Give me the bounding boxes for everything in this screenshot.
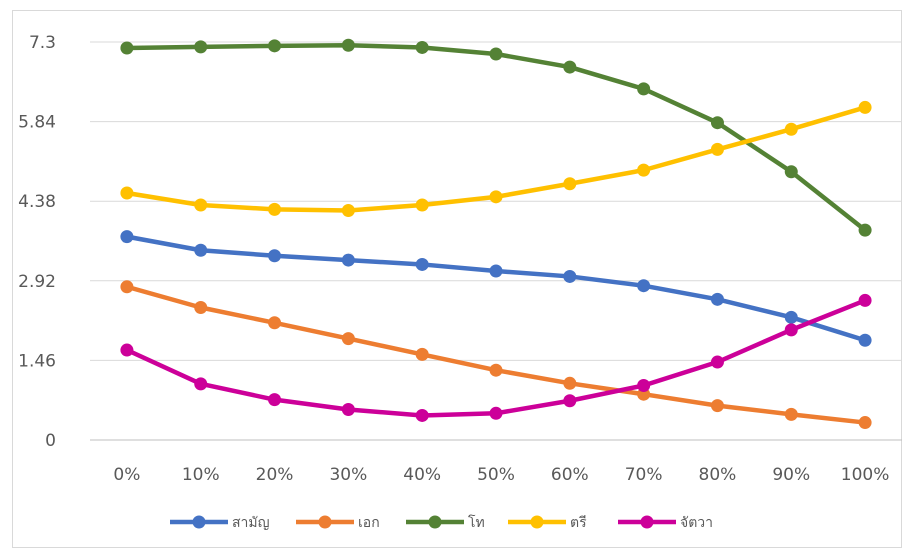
legend-item: โท bbox=[406, 514, 485, 531]
data-point bbox=[563, 60, 577, 74]
x-tick-label: 70% bbox=[625, 465, 663, 485]
x-tick-label: 100% bbox=[841, 465, 890, 485]
x-tick-label: 0% bbox=[113, 465, 140, 485]
data-point bbox=[710, 399, 724, 413]
data-point bbox=[858, 333, 872, 347]
y-tick-label: 1.46 bbox=[18, 351, 56, 371]
data-point bbox=[194, 301, 208, 315]
x-tick-label: 30% bbox=[329, 465, 367, 485]
data-point bbox=[341, 38, 355, 52]
data-point bbox=[268, 39, 282, 53]
y-axis-ticks: 0 1.46 2.92 4.38 5.84 7.3 bbox=[18, 33, 56, 451]
data-point bbox=[268, 249, 282, 263]
legend-swatch-marker bbox=[318, 515, 332, 529]
legend-swatch-marker bbox=[428, 515, 442, 529]
y-tick-label: 0 bbox=[45, 431, 56, 451]
data-point bbox=[415, 257, 429, 271]
legend-swatch-marker bbox=[192, 515, 206, 529]
data-point bbox=[120, 230, 134, 244]
data-point bbox=[563, 269, 577, 283]
data-point bbox=[120, 343, 134, 357]
legend-item: เอก bbox=[296, 515, 380, 531]
data-point bbox=[268, 202, 282, 216]
data-point bbox=[563, 376, 577, 390]
y-tick-label: 5.84 bbox=[18, 113, 56, 133]
data-point bbox=[489, 406, 503, 420]
data-point bbox=[341, 253, 355, 267]
y-tick-label: 4.38 bbox=[18, 192, 56, 212]
data-point bbox=[637, 82, 651, 96]
x-tick-label: 80% bbox=[699, 465, 737, 485]
data-point bbox=[710, 355, 724, 369]
x-tick-label: 10% bbox=[182, 465, 220, 485]
data-point bbox=[415, 198, 429, 212]
data-point bbox=[341, 332, 355, 346]
data-point bbox=[489, 264, 503, 278]
legend-swatch-marker bbox=[530, 515, 544, 529]
data-point bbox=[120, 186, 134, 200]
data-point bbox=[120, 41, 134, 55]
series-line bbox=[124, 234, 868, 343]
data-point bbox=[194, 198, 208, 212]
data-point bbox=[268, 393, 282, 407]
data-point bbox=[563, 394, 577, 408]
legend-item: ตรี bbox=[508, 515, 587, 531]
data-point bbox=[858, 293, 872, 307]
series-line bbox=[124, 298, 868, 418]
data-point bbox=[858, 223, 872, 237]
legend-label: จัตวา bbox=[680, 515, 713, 531]
data-point bbox=[858, 100, 872, 114]
legend-label: สามัญ bbox=[232, 515, 270, 531]
data-point bbox=[858, 416, 872, 430]
data-point bbox=[268, 316, 282, 330]
data-point bbox=[194, 243, 208, 257]
y-tick-label: 7.3 bbox=[29, 33, 56, 53]
legend-item: จัตวา bbox=[618, 515, 713, 531]
data-point bbox=[120, 280, 134, 294]
y-tick-label: 2.92 bbox=[18, 272, 56, 292]
data-point bbox=[341, 402, 355, 416]
legend-swatch-marker bbox=[640, 515, 654, 529]
data-point bbox=[637, 163, 651, 177]
data-point bbox=[784, 165, 798, 179]
data-point bbox=[194, 377, 208, 391]
data-point bbox=[194, 40, 208, 54]
x-axis-ticks: 0% 10% 20% 30% 40% 50% 60% 70% 80% 90% 100% bbox=[113, 465, 889, 485]
legend-label: เอก bbox=[358, 515, 380, 531]
data-point bbox=[415, 408, 429, 422]
data-point bbox=[784, 407, 798, 421]
data-point bbox=[489, 363, 503, 377]
data-point bbox=[784, 323, 798, 337]
data-point bbox=[341, 203, 355, 217]
chart-area bbox=[12, 10, 902, 548]
data-point bbox=[784, 310, 798, 324]
legend-label: โท bbox=[468, 514, 485, 531]
legend-item: สามัญ bbox=[170, 515, 270, 531]
data-point bbox=[563, 177, 577, 191]
legend: สามัญ เอก โท ตรี จัตวา bbox=[170, 514, 713, 531]
data-point bbox=[637, 378, 651, 392]
x-tick-label: 90% bbox=[772, 465, 810, 485]
data-point bbox=[415, 347, 429, 361]
data-point bbox=[710, 292, 724, 306]
data-point bbox=[710, 142, 724, 156]
x-tick-label: 60% bbox=[551, 465, 589, 485]
series-lines bbox=[120, 38, 872, 430]
data-point bbox=[637, 279, 651, 293]
data-point bbox=[710, 116, 724, 130]
data-point bbox=[784, 122, 798, 136]
data-point bbox=[415, 40, 429, 54]
data-point bbox=[489, 190, 503, 204]
data-point bbox=[489, 47, 503, 61]
legend-label: ตรี bbox=[570, 515, 587, 531]
x-tick-label: 50% bbox=[477, 465, 515, 485]
gridlines bbox=[90, 41, 902, 441]
x-tick-label: 40% bbox=[403, 465, 441, 485]
x-tick-label: 20% bbox=[256, 465, 294, 485]
